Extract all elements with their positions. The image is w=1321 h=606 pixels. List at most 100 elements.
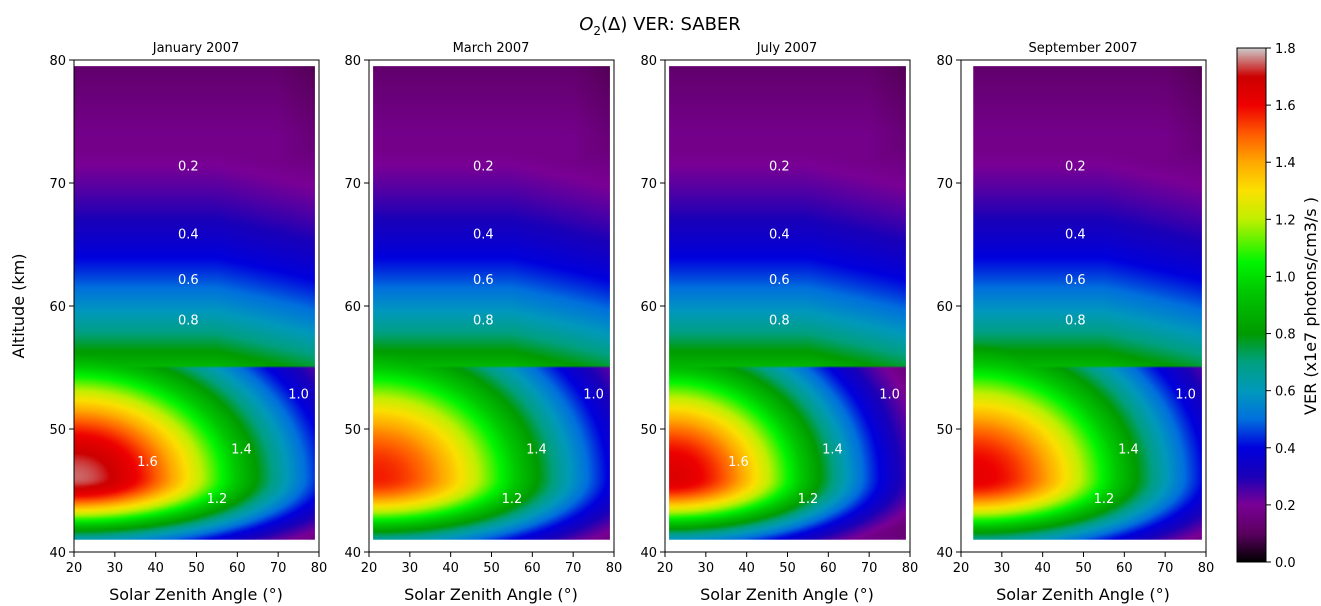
contour-label: 0.4	[473, 227, 494, 242]
colorbar-label: VER (x1e7 photons/cm3/s )	[1301, 197, 1320, 415]
figure-title-subscript: 2	[593, 24, 601, 38]
y-tick-label: 70	[344, 177, 361, 192]
contour-label: 0.2	[1065, 160, 1086, 175]
x-tick-label: 40	[442, 561, 459, 576]
heatmap-image	[74, 66, 315, 540]
x-tick-label: 60	[524, 561, 541, 576]
contour-label: 1.4	[1118, 443, 1139, 458]
y-tick-label: 80	[344, 54, 361, 69]
contour-label: 1.0	[288, 387, 309, 402]
x-tick-label: 50	[779, 561, 796, 576]
panel-title: January 2007	[152, 41, 240, 56]
colorbar-gradient	[1236, 47, 1267, 563]
x-tick-label: 50	[483, 561, 500, 576]
x-tick-label: 60	[820, 561, 837, 576]
contour-label: 0.6	[769, 273, 790, 288]
contour-label: 0.4	[769, 227, 790, 242]
contour-label: 0.6	[178, 273, 199, 288]
contour-label: 0.6	[473, 273, 494, 288]
contour-label: 0.6	[1065, 273, 1086, 288]
contour-label: 1.0	[1175, 387, 1196, 402]
colorbar: VER (x1e7 photons/cm3/s ) 0.0 0.2 0.4 0.6 0.…	[1236, 42, 1320, 571]
contour-label: 0.8	[178, 313, 199, 328]
colorbar-tick-label: 1.6	[1275, 99, 1296, 114]
colorbar-tick-label: 1.2	[1275, 213, 1296, 228]
y-tick-label: 50	[936, 423, 953, 438]
x-axis-label: Solar Zenith Angle (°)	[109, 585, 283, 604]
x-tick-label: 60	[229, 561, 246, 576]
contour-label: 0.4	[178, 227, 199, 242]
colorbar-tick-label: 0.4	[1275, 442, 1296, 457]
x-tick-label: 20	[953, 561, 970, 576]
x-tick-label: 70	[1157, 561, 1174, 576]
figure-title-rest: (Δ) VER: SABER	[601, 14, 741, 35]
contour-label: 1.2	[798, 492, 819, 507]
y-tick-label: 60	[640, 300, 657, 315]
contour-label: 1.2	[1094, 492, 1115, 507]
x-tick-label: 20	[66, 561, 83, 576]
panel-title: September 2007	[1028, 41, 1137, 56]
y-tick-label: 80	[49, 54, 66, 69]
colorbar-tick-label: 0.0	[1275, 556, 1296, 571]
y-tick-label: 70	[936, 177, 953, 192]
contour-label: 0.2	[473, 160, 494, 175]
x-tick-label: 20	[361, 561, 378, 576]
y-tick-label: 80	[640, 54, 657, 69]
colorbar-tick-label: 1.4	[1275, 156, 1296, 171]
x-tick-label: 70	[270, 561, 287, 576]
y-tick-label: 40	[49, 546, 66, 561]
heatmap-image	[973, 66, 1202, 540]
y-tick-label: 40	[936, 546, 953, 561]
contour-label: 1.2	[502, 492, 523, 507]
x-axis-label: Solar Zenith Angle (°)	[996, 585, 1170, 604]
contour-label: 0.2	[769, 160, 790, 175]
x-axis-label: Solar Zenith Angle (°)	[404, 585, 578, 604]
contour-label: 1.0	[583, 387, 604, 402]
x-tick-label: 40	[1034, 561, 1051, 576]
colorbar-tick-label: 1.8	[1275, 42, 1296, 57]
panel-july: July 2007 Solar Zenith Angle (°) 0.2 0.4 0…	[640, 41, 918, 604]
contour-label: 0.8	[1065, 313, 1086, 328]
y-tick-label: 70	[49, 177, 66, 192]
panel-title: July 2007	[756, 41, 818, 56]
panel-september: September 2007 Solar Zenith Angle (°) 0.…	[936, 41, 1214, 604]
contour-label: 0.8	[769, 313, 790, 328]
x-tick-label: 30	[698, 561, 715, 576]
colorbar-tick-label: 1.0	[1275, 270, 1296, 285]
colorbar-tick-label: 0.6	[1275, 385, 1296, 400]
heatmap-image	[669, 66, 906, 540]
figure-title-o: O	[579, 14, 593, 35]
x-tick-label: 30	[994, 561, 1011, 576]
x-tick-label: 30	[107, 561, 124, 576]
contour-label: 0.8	[473, 313, 494, 328]
y-tick-label: 50	[640, 423, 657, 438]
y-tick-label: 60	[344, 300, 361, 315]
contour-label: 1.4	[822, 443, 843, 458]
panel-march: March 2007 Solar Zenith Angle (°) 0.2 0.4…	[344, 41, 622, 604]
colorbar-tick-label: 0.8	[1275, 328, 1296, 343]
contour-label: 1.4	[526, 443, 547, 458]
y-tick-label: 40	[344, 546, 361, 561]
y-axis-label: Altitude (km)	[9, 254, 28, 359]
contour-label: 1.4	[231, 443, 252, 458]
x-tick-label: 40	[147, 561, 164, 576]
contour-label: 0.4	[1065, 227, 1086, 242]
x-tick-label: 60	[1116, 561, 1133, 576]
x-tick-label: 80	[902, 561, 919, 576]
y-tick-label: 50	[344, 423, 361, 438]
x-tick-label: 80	[1198, 561, 1215, 576]
x-tick-label: 80	[311, 561, 328, 576]
contour-label: 1.0	[879, 387, 900, 402]
y-tick-label: 60	[936, 300, 953, 315]
contour-label: 1.2	[207, 492, 228, 507]
y-tick-label: 80	[936, 54, 953, 69]
contour-label: 1.6	[137, 455, 158, 470]
x-tick-label: 80	[606, 561, 623, 576]
x-tick-label: 70	[861, 561, 878, 576]
x-tick-label: 70	[565, 561, 582, 576]
y-tick-label: 60	[49, 300, 66, 315]
x-tick-label: 20	[657, 561, 674, 576]
figure-title: O2(Δ) VER: SABER	[579, 14, 741, 38]
x-tick-label: 30	[402, 561, 419, 576]
